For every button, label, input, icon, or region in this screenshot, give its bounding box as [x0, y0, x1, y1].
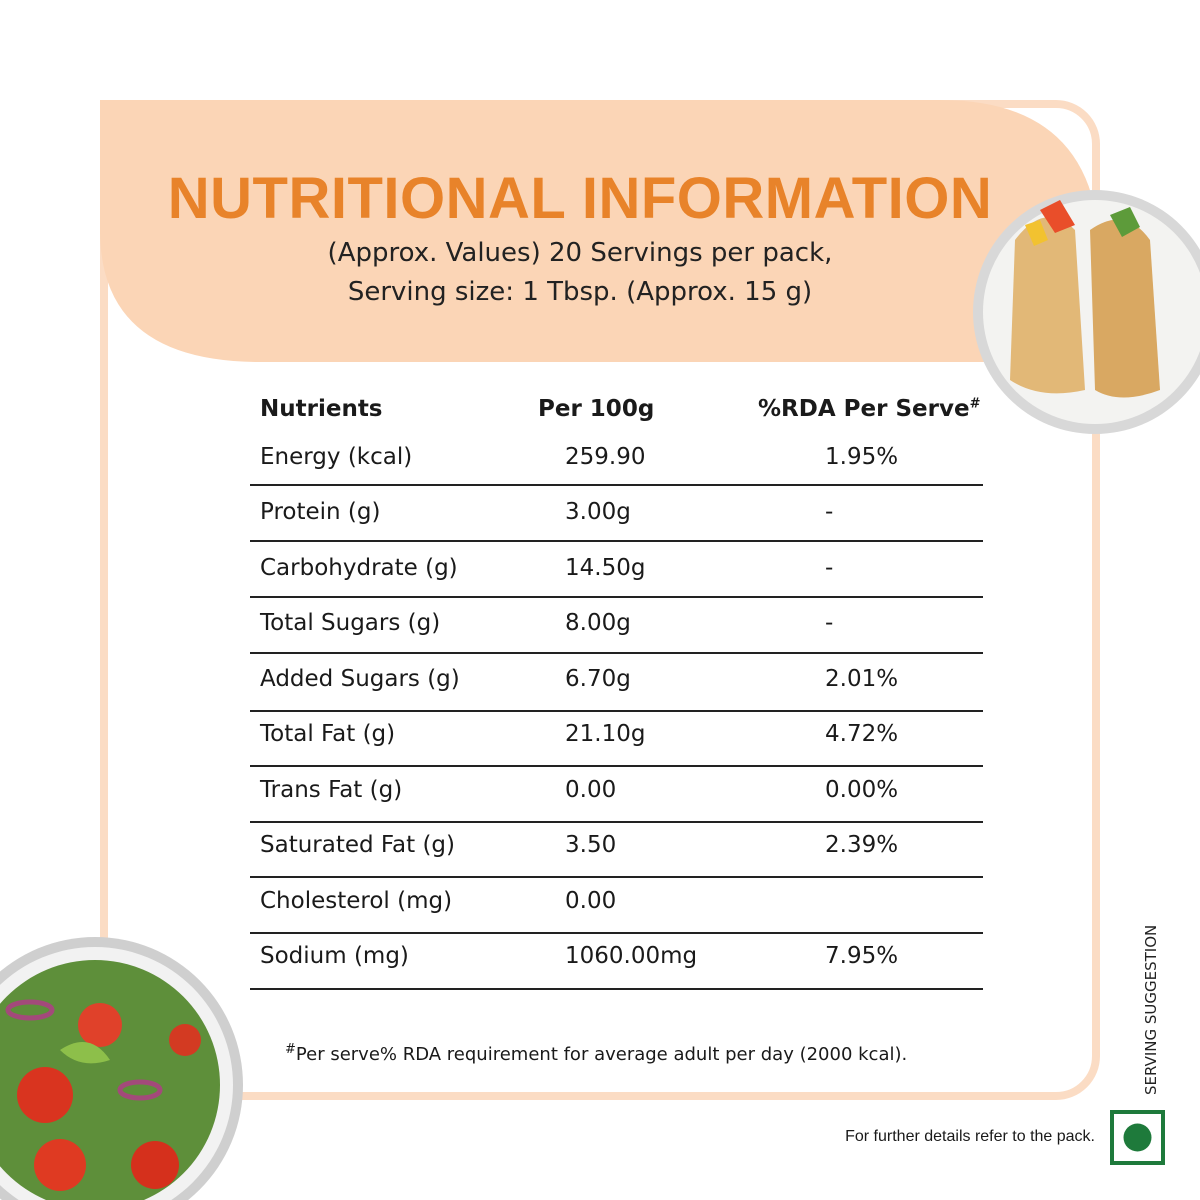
cell-value: - [825, 499, 834, 525]
row-divider [250, 988, 983, 990]
column-header: Nutrients [260, 396, 383, 422]
cell-value: 2.39% [825, 832, 899, 858]
cell-value: 7.95% [825, 943, 899, 969]
column-header-text: %RDA Per Serve [758, 396, 970, 422]
cell-value: - [825, 610, 834, 636]
subtitle: Serving size: 1 Tbsp. (Approx. 15 g) [347, 277, 813, 307]
nutrient-name: Total Sugars (g) [260, 610, 441, 636]
row-divider [250, 821, 983, 823]
cell-value: 6.70g [565, 666, 631, 692]
row-divider [250, 596, 983, 598]
row-divider [250, 710, 983, 712]
cell-value: 4.72% [825, 721, 899, 747]
veg-symbol [1110, 1110, 1165, 1165]
subtitle: (Approx. Values) 20 Servings per pack, [327, 238, 833, 268]
nutrient-name: Added Sugars (g) [260, 666, 460, 692]
cell-value: 3.00g [565, 499, 631, 525]
row-divider [250, 540, 983, 542]
cell-value: 259.90 [565, 444, 646, 470]
cell-value: 2.01% [825, 666, 899, 692]
cell-value: 3.50 [565, 832, 617, 858]
row-divider [250, 652, 983, 654]
cell-value: 8.00g [565, 610, 631, 636]
column-header-mark: # [969, 396, 981, 412]
column-header: %RDA Per Serve# [758, 396, 980, 422]
nutrient-name: Sodium (mg) [260, 943, 409, 969]
row-divider [250, 484, 983, 486]
row-divider [250, 765, 983, 767]
wrap-plate-image [973, 190, 1200, 434]
title: NUTRITIONAL INFORMATION [167, 166, 993, 231]
header-panel [100, 100, 1100, 362]
nutrient-name: Saturated Fat (g) [260, 832, 456, 858]
cell-value: 0.00% [825, 777, 899, 803]
cell-value: 21.10g [565, 721, 646, 747]
column-header: Per 100g [538, 396, 655, 422]
cell-value: 1060.00mg [565, 943, 698, 969]
cell-value: 0.00 [565, 777, 617, 803]
side-label: SERVING SUGGESTION [1142, 924, 1160, 1095]
cell-value: - [825, 555, 834, 581]
footer-note: For further details refer to the pack. [845, 1128, 1095, 1145]
nutrient-name: Carbohydrate (g) [260, 555, 458, 581]
footnote-text: Per serve% RDA requirement for average a… [295, 1044, 908, 1065]
row-divider [250, 876, 983, 878]
nutrient-name: Energy (kcal) [260, 444, 413, 470]
footnote-mark: # [285, 1042, 296, 1057]
cell-value: 1.95% [825, 444, 899, 470]
cell-value: 0.00 [565, 888, 617, 914]
nutrient-name: Trans Fat (g) [260, 777, 403, 803]
nutrient-name: Protein (g) [260, 499, 381, 525]
cell-value: 14.50g [565, 555, 646, 581]
row-divider [250, 932, 983, 934]
nutrient-name: Total Fat (g) [260, 721, 396, 747]
nutrient-name: Cholesterol (mg) [260, 888, 453, 914]
salad-bowl-image [0, 937, 243, 1200]
footnote: #Per serve% RDA requirement for average … [285, 1042, 907, 1065]
